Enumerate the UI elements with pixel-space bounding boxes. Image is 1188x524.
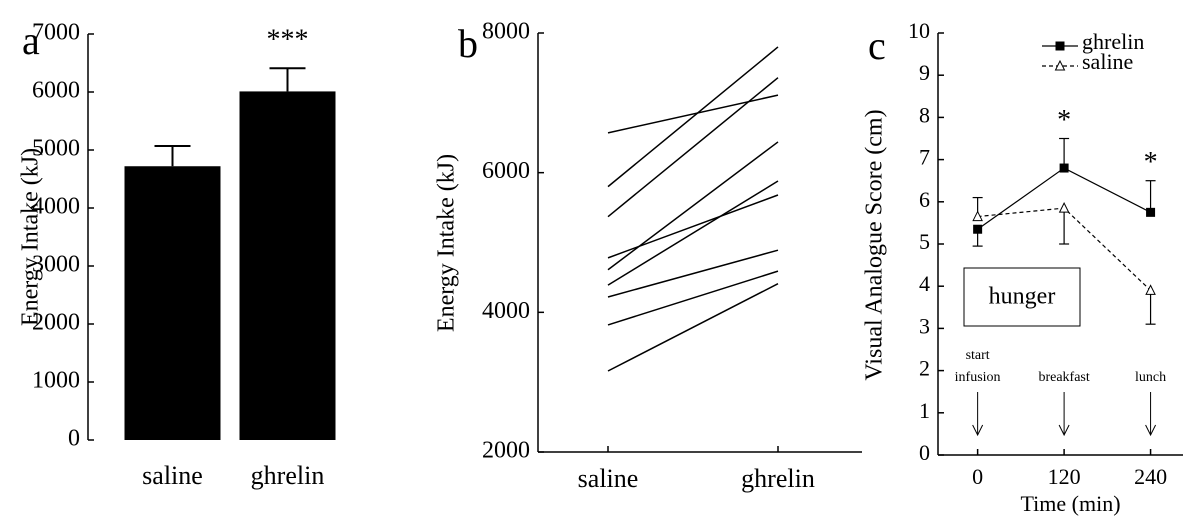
y-tick-label: 1000 — [32, 368, 80, 394]
y-tick-label: 9 — [919, 60, 930, 85]
significance-label: * — [1057, 105, 1071, 136]
y-tick-label: 5000 — [32, 136, 80, 162]
x-tick-label: saline — [142, 461, 203, 490]
arrow-head — [972, 424, 984, 437]
x-tick-label: saline — [578, 464, 639, 493]
y-tick-label: 2 — [919, 356, 930, 381]
significance-label: * — [1144, 147, 1158, 178]
marker — [1054, 59, 1066, 71]
bar — [124, 166, 221, 441]
y-tick-label: 6 — [919, 187, 930, 212]
significance-label: *** — [267, 25, 309, 56]
y-tick-label: 6000 — [482, 158, 530, 184]
x-axis-label: Time (min) — [1020, 491, 1120, 516]
marker — [1059, 163, 1069, 173]
y-tick-label: 0 — [68, 426, 80, 452]
y-tick-label: 8 — [919, 102, 930, 127]
arrow-label: start — [966, 348, 990, 363]
subject-line — [607, 141, 779, 271]
arrow-head — [1145, 424, 1157, 437]
y-axis-label: Energy Intake (kJ) — [434, 154, 460, 332]
subject-line — [607, 77, 779, 218]
subject-line — [607, 270, 779, 326]
y-tick-label: 3 — [919, 313, 930, 338]
y-axis-label: Energy Intake (kJ) — [18, 148, 44, 326]
y-tick-label: 0 — [919, 440, 930, 465]
y-tick-label: 2000 — [32, 310, 80, 336]
y-tick-label: 7000 — [32, 20, 80, 46]
y-axis-label: Visual Analogue Score (cm) — [862, 109, 888, 380]
y-tick-label: 7 — [919, 145, 930, 170]
marker — [973, 224, 983, 234]
arrow-label: infusion — [955, 370, 1001, 385]
bar — [239, 91, 336, 441]
box-label: hunger — [989, 284, 1056, 310]
subject-line — [607, 283, 779, 372]
x-tick-label: ghrelin — [251, 461, 325, 490]
marker — [1145, 284, 1156, 295]
panel-label: b — [458, 21, 478, 66]
legend-label: saline — [1082, 49, 1133, 74]
subject-line — [607, 94, 779, 134]
panel-label: a — [22, 18, 40, 63]
x-tick-label: 240 — [1134, 464, 1167, 489]
y-tick-label: 10 — [908, 18, 930, 43]
y-tick-label: 3000 — [32, 252, 80, 278]
panel-label: c — [868, 23, 886, 68]
marker — [1058, 202, 1070, 213]
marker — [1146, 207, 1156, 217]
label-box — [963, 267, 1081, 327]
arrow-head — [1058, 424, 1070, 437]
subject-line — [607, 249, 779, 298]
y-tick-label: 5 — [919, 229, 930, 254]
y-tick-label: 2000 — [482, 438, 530, 464]
arrow-label: breakfast — [1038, 370, 1089, 385]
x-tick-label: 120 — [1048, 464, 1081, 489]
subject-line — [607, 194, 779, 259]
y-tick-label: 6000 — [32, 78, 80, 104]
y-tick-label: 4000 — [32, 194, 80, 220]
y-tick-label: 8000 — [482, 19, 530, 45]
subject-line — [607, 180, 779, 286]
y-tick-label: 1 — [919, 398, 930, 423]
marker — [972, 210, 983, 222]
arrow-label: lunch — [1135, 370, 1166, 385]
y-tick-label: 4000 — [482, 298, 530, 324]
subject-line — [607, 46, 779, 188]
marker — [1055, 41, 1065, 51]
y-tick-label: 4 — [919, 271, 930, 296]
legend-label: ghrelin — [1082, 29, 1144, 54]
x-tick-label: ghrelin — [741, 464, 815, 493]
x-tick-label: 0 — [972, 464, 983, 489]
